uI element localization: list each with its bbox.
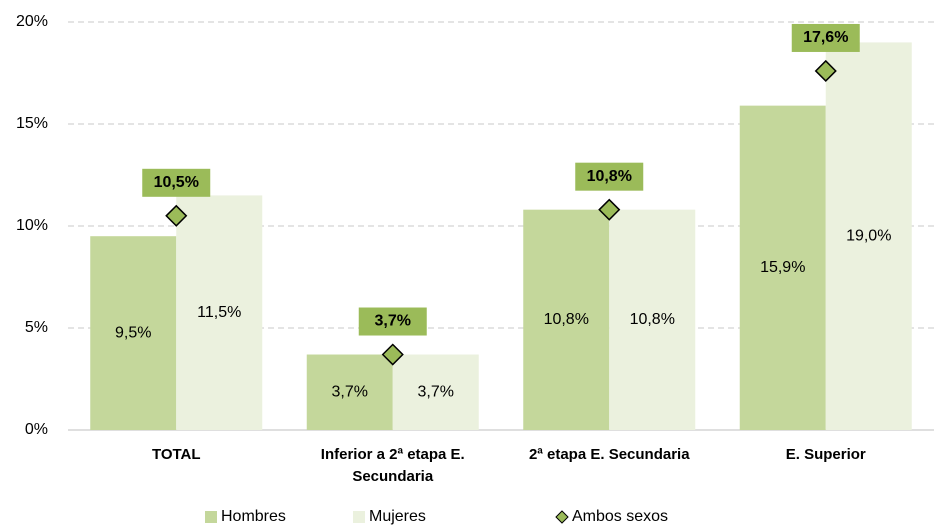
y-tick-label: 0% <box>25 421 48 438</box>
value-label: 10,5% <box>154 174 199 191</box>
value-label: 19,0% <box>846 227 891 244</box>
x-tick-label: E. Superior <box>785 446 866 463</box>
y-tick-label: 10% <box>16 217 48 234</box>
bar <box>392 354 479 430</box>
bar <box>739 105 826 430</box>
label-box <box>142 168 211 197</box>
value-label: 10,8% <box>544 311 589 328</box>
label-box <box>575 162 644 191</box>
label-box <box>358 307 427 336</box>
legend-label: Hombres <box>221 508 286 525</box>
value-label: 3,7% <box>332 383 368 400</box>
y-tick-label: 5% <box>25 319 48 336</box>
y-tick-label: 15% <box>16 115 48 132</box>
legend-label: Mujeres <box>369 508 426 525</box>
legend-marker <box>205 511 217 523</box>
x-tick-label: TOTAL <box>151 446 201 463</box>
marker <box>598 198 621 221</box>
bar <box>90 236 177 430</box>
marker <box>814 59 837 83</box>
legend-marker <box>353 511 365 523</box>
value-label: 17,6% <box>803 29 848 46</box>
legend-marker <box>555 510 569 524</box>
value-label: 3,7% <box>418 383 454 400</box>
label-box <box>791 23 860 52</box>
value-label: 11,5% <box>197 304 241 321</box>
bar <box>825 42 912 431</box>
bar <box>306 354 393 430</box>
value-label: 3,7% <box>375 313 411 330</box>
bar <box>609 209 696 430</box>
marker <box>381 343 404 366</box>
legend-label: Ambos sexos <box>572 508 668 525</box>
bar <box>523 209 610 430</box>
bar <box>176 195 263 430</box>
value-label: 15,9% <box>760 259 805 276</box>
marker <box>165 204 188 227</box>
value-label: 10,8% <box>630 311 675 328</box>
x-tick-label: Inferior a 2ª etapa E. Secundaria <box>320 446 465 485</box>
y-tick-label: 20% <box>16 13 48 30</box>
x-tick-label: 2ª etapa E. Secundaria <box>528 446 690 463</box>
value-label: 10,8% <box>587 168 632 185</box>
value-label: 9,5% <box>115 324 151 341</box>
